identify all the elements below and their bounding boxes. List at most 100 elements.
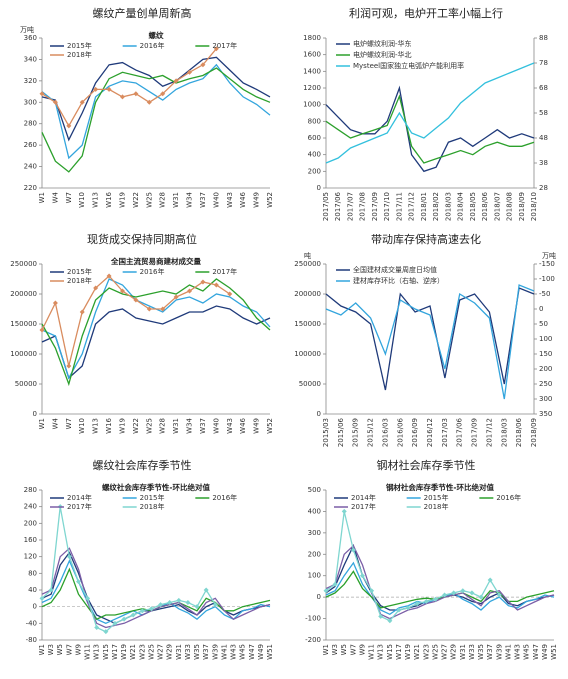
marker [378, 613, 384, 619]
x-tick-label: W33 [468, 644, 476, 660]
y-axis-label: 吨 [304, 251, 311, 260]
marker [478, 594, 484, 600]
marker [148, 606, 154, 612]
y-tick-label: 250000 [10, 260, 37, 268]
y-axis-label: 万吨 [20, 25, 34, 34]
x-tick-label: W47 [532, 644, 540, 660]
x-tick-label: W51 [550, 644, 558, 660]
marker [469, 590, 475, 596]
y-tick-label: 80 [28, 569, 37, 577]
marker [200, 62, 206, 68]
x-tick-label: W28 [159, 418, 167, 434]
x-tick-label: W28 [159, 192, 167, 208]
y-tick-label: 0 [317, 593, 321, 601]
y-tick-label: 120 [24, 553, 37, 561]
y2-tick-label: -50 [539, 290, 550, 298]
x-tick-label: W13 [92, 418, 100, 434]
x-tick-label: W31 [172, 192, 180, 208]
legend: 2014年 2015年 2016年 2017年 2018年 [50, 493, 237, 511]
marker [160, 91, 166, 97]
series-line [41, 547, 271, 629]
series-line [41, 63, 271, 160]
x-tick-label: W10 [78, 418, 86, 434]
y-tick-label: -40 [26, 619, 37, 627]
series-line [41, 48, 217, 128]
x-tick-label: 2018/09 [518, 192, 526, 221]
y-tick-label: 150000 [10, 320, 37, 328]
x-tick-label: W11 [84, 644, 92, 660]
legend-label: 2014年 [67, 493, 92, 502]
legend-label: Mysteel国家独立电弧炉产能利用率 [353, 61, 464, 70]
marker [133, 91, 139, 97]
x-tick-label: W16 [105, 191, 113, 207]
marker [66, 554, 72, 560]
series-line [41, 275, 231, 367]
x-tick-label: 2017/09 [371, 192, 379, 221]
x-tick-label: W46 [239, 417, 247, 433]
y-tick-label: -200 [305, 636, 321, 644]
legend-label: 2014年 [351, 493, 376, 502]
series-line [41, 278, 271, 387]
y-tick-label: 0 [33, 603, 37, 611]
x-tick-label: 2015/03 [322, 418, 330, 447]
series-line [41, 551, 271, 625]
marker [93, 285, 99, 291]
series-line [325, 62, 535, 164]
x-tick-label: W7 [65, 192, 73, 203]
chart-title: 现货成交保持同期高位 [87, 232, 197, 246]
y2-tick-label: -150 [539, 260, 555, 268]
marker [93, 86, 99, 92]
x-tick-label: W49 [541, 644, 549, 660]
x-tick-label: W7 [349, 644, 357, 655]
marker [487, 577, 493, 583]
x-tick-label: W13 [92, 192, 100, 208]
x-tick-label: W31 [459, 644, 467, 660]
y-tick-label: 100 [308, 572, 321, 580]
y-tick-label: 1800 [303, 34, 321, 42]
x-tick-label: 2018/03 [444, 192, 452, 221]
y2-tick-label: 88 [539, 34, 548, 42]
x-tick-label: W43 [226, 192, 234, 208]
x-tick-label: W43 [230, 644, 238, 660]
x-tick-label: W21 [413, 644, 421, 660]
x-tick-label: 2017/12 [408, 192, 416, 221]
marker [176, 597, 182, 603]
x-tick-label: W17 [395, 644, 403, 660]
x-tick-label: W52 [266, 192, 274, 208]
x-tick-label: 2016/03 [381, 418, 389, 447]
marker [167, 600, 173, 605]
y-tick-label: 200000 [294, 290, 321, 298]
x-tick-label: W19 [118, 418, 126, 434]
x-tick-label: 2016/06 [396, 417, 404, 447]
series-line [325, 94, 535, 164]
y2-tick-label: -100 [539, 275, 555, 283]
marker [442, 592, 448, 598]
series-line [325, 544, 555, 620]
marker [39, 327, 45, 333]
marker [396, 607, 402, 613]
x-tick-label: W22 [132, 192, 140, 208]
x-tick-label: W31 [172, 418, 180, 434]
legend-label: 2017年 [67, 502, 92, 511]
x-tick-label: W13 [93, 644, 101, 660]
y-tick-label: 280 [24, 120, 37, 128]
x-tick-label: W13 [377, 644, 385, 660]
x-tick-label: 2017/05 [322, 192, 330, 221]
x-tick-label: 2018/09 [530, 418, 538, 447]
x-tick-label: W47 [248, 644, 256, 660]
chart-title: 螺纹社会库存季节性 [93, 458, 192, 472]
x-tick-label: 2018/01 [420, 192, 428, 221]
y-tick-label: 240 [24, 163, 37, 171]
x-tick-label: 2017/11 [395, 192, 403, 221]
marker [414, 601, 420, 607]
series-line [325, 570, 555, 609]
x-tick-label: W1 [322, 644, 330, 655]
x-tick-label: W15 [102, 644, 110, 660]
x-tick-label: 2017/10 [383, 192, 391, 221]
y-tick-label: 50000 [299, 380, 321, 388]
x-tick-label: 2015/06 [337, 417, 345, 447]
x-tick-label: W37 [199, 418, 207, 434]
y-tick-label: -80 [26, 636, 37, 644]
